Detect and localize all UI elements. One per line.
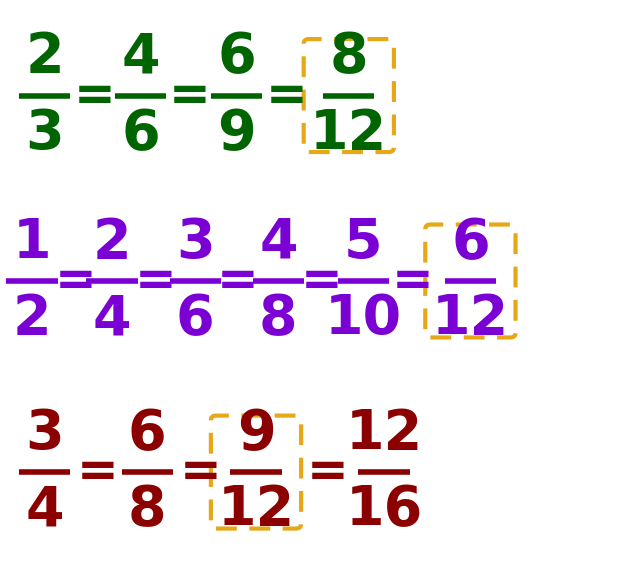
Text: 1: 1 xyxy=(13,216,51,270)
Text: 9: 9 xyxy=(237,407,275,461)
Text: =: = xyxy=(307,448,349,496)
Text: 3: 3 xyxy=(26,407,64,461)
Text: =: = xyxy=(179,448,221,496)
Text: 3: 3 xyxy=(26,107,64,161)
Text: 12: 12 xyxy=(218,483,294,537)
Text: =: = xyxy=(266,71,308,120)
Text: 4: 4 xyxy=(259,216,298,270)
Text: 4: 4 xyxy=(26,483,64,537)
Text: =: = xyxy=(392,257,434,305)
Text: 6: 6 xyxy=(218,30,256,84)
Text: 5: 5 xyxy=(344,216,383,270)
Text: 12: 12 xyxy=(346,407,422,461)
Text: 8: 8 xyxy=(259,292,298,346)
Text: 4: 4 xyxy=(93,292,131,346)
Text: 16: 16 xyxy=(346,483,422,537)
Text: 6: 6 xyxy=(451,216,490,270)
Text: 6: 6 xyxy=(176,292,214,346)
Text: 12: 12 xyxy=(310,107,387,161)
Text: 12: 12 xyxy=(432,292,509,346)
Text: =: = xyxy=(217,257,259,305)
Text: 6: 6 xyxy=(128,407,166,461)
Text: =: = xyxy=(54,257,97,305)
Text: =: = xyxy=(77,448,119,496)
Text: =: = xyxy=(74,71,116,120)
Text: 6: 6 xyxy=(122,107,160,161)
Text: =: = xyxy=(169,71,211,120)
Text: 10: 10 xyxy=(325,292,402,346)
Text: =: = xyxy=(134,257,177,305)
Text: 9: 9 xyxy=(218,107,256,161)
Text: 2: 2 xyxy=(26,30,64,84)
Text: 3: 3 xyxy=(176,216,214,270)
Text: 4: 4 xyxy=(122,30,160,84)
Text: 2: 2 xyxy=(13,292,51,346)
Text: 8: 8 xyxy=(128,483,166,537)
Text: =: = xyxy=(300,257,342,305)
Text: 8: 8 xyxy=(330,30,368,84)
Text: 2: 2 xyxy=(93,216,131,270)
